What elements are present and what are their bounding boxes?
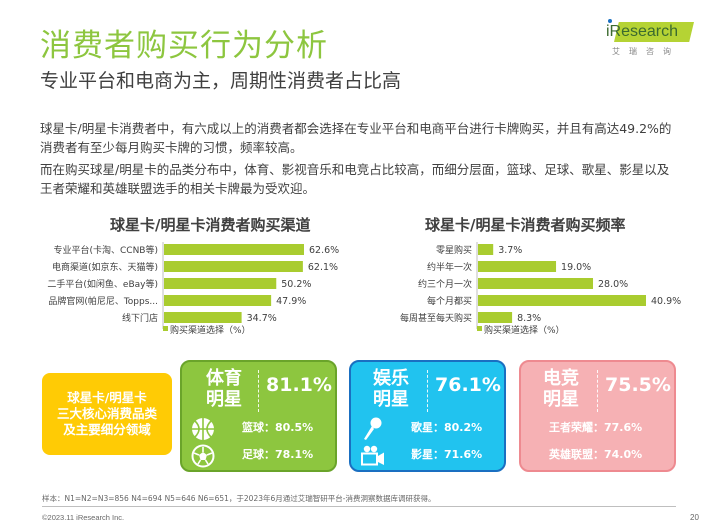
category-label: 线下门店 (122, 312, 158, 324)
value-label: 62.1% (308, 262, 338, 273)
category-label: 电商渠道(如京东、天猫等) (52, 261, 158, 273)
page-title: 消费者购买行为分析 (40, 28, 328, 64)
logo-subtitle: 艾瑞咨询 (612, 47, 680, 56)
paragraph-2: 而在购买球星/明星卡的品类分布中，体育、影视音乐和电竞占比较高，而细分层面，篮球… (40, 162, 670, 196)
sports-star-name: 体育 明星 (204, 368, 244, 410)
sub-item: 足球：78.1% (182, 444, 335, 468)
paragraph-1: 球星卡/明星卡消费者中，有六成以上的消费者都会选择在专业平台和电商平台进行卡牌购… (40, 121, 672, 155)
esports-star-percent: 75.5% (605, 374, 671, 396)
sub-item-text: 王者荣耀：77.6% (549, 421, 643, 434)
legend-swatch (477, 326, 482, 331)
soccer-ball-icon (191, 444, 215, 468)
bar (164, 295, 272, 306)
sub-item-text: 歌星：80.2% (411, 421, 483, 434)
name-line-1: 电竞 (543, 368, 579, 389)
value-label: 47.9% (276, 296, 306, 307)
bar (478, 278, 594, 289)
logo-brand: iResearch (606, 23, 679, 40)
entertainment-star-card: 娱乐 明星 76.1% 歌星：80.2% 影星：71.6% (349, 360, 506, 472)
logo-dot (608, 19, 612, 23)
bar (164, 278, 277, 289)
name-line-1: 娱乐 (373, 368, 409, 389)
value-label: 34.7% (247, 313, 277, 324)
page-number: 20 (690, 513, 699, 522)
iresearch-logo: iResearch 艾瑞咨询 (606, 19, 698, 62)
sub-item: 歌星：80.2% (351, 417, 504, 440)
sub-item-text: 足球：78.1% (242, 448, 314, 461)
category-label: 约半年一次 (427, 261, 472, 273)
bar (478, 244, 494, 255)
value-label: 19.0% (561, 262, 591, 273)
basketball-icon (192, 418, 214, 440)
chart-title-channel: 球星卡/明星卡消费者购买渠道 (110, 216, 311, 234)
category-label: 每个月都买 (427, 295, 472, 307)
legend-label: 购买渠道选择（%） (484, 324, 565, 336)
footer-divider (42, 506, 676, 507)
dashed-divider (258, 370, 259, 412)
bar (164, 312, 242, 323)
legend-label: 购买渠道选择（%） (170, 324, 251, 336)
value-label: 28.0% (598, 279, 628, 290)
value-label: 3.7% (498, 245, 522, 256)
category-label: 零星购买 (436, 244, 472, 256)
name-line-2: 明星 (206, 389, 242, 410)
name-line-2: 明星 (543, 389, 579, 410)
category-label: 专业平台(卡淘、CCNB等) (54, 244, 159, 256)
core-line-1: 球星卡/明星卡 (67, 390, 147, 405)
esports-star-name: 电竞 明星 (541, 368, 581, 410)
bar (478, 312, 513, 323)
chart-title-frequency: 球星卡/明星卡消费者购买频率 (425, 216, 626, 234)
copyright: ©2023.11 iResearch Inc. (42, 513, 125, 522)
sub-item-text: 篮球：80.5% (242, 421, 314, 434)
bar (478, 261, 557, 272)
sample-footnote: 样本：N1=N2=N3=856 N4=694 N5=646 N6=651，于20… (42, 494, 436, 503)
dashed-divider (427, 370, 428, 412)
core-line-3: 及主要细分领域 (63, 422, 151, 437)
logo-banner (614, 22, 694, 42)
bar (164, 244, 304, 255)
name-line-2: 明星 (373, 389, 409, 410)
value-label: 8.3% (517, 313, 541, 324)
category-label: 约三个月一次 (418, 278, 472, 290)
microphone-icon (364, 417, 382, 440)
esports-star-card: 电竞 明星 75.5% 王者荣耀：77.6% 英雄联盟：74.0% (519, 360, 676, 472)
category-label: 品牌官网(帕尼尼、Topps... (48, 295, 158, 307)
core-line-2: 三大核心消费品类 (56, 406, 157, 421)
legend-swatch (163, 326, 168, 331)
page-subtitle: 专业平台和电商为主，周期性消费者占比高 (40, 70, 402, 92)
category-label: 每周甚至每天购买 (400, 312, 472, 324)
sub-item: 篮球：80.5% (182, 418, 335, 440)
category-label: 二手平台(如闲鱼、eBay等) (47, 278, 158, 290)
bar (478, 295, 646, 306)
entertainment-star-percent: 76.1% (435, 374, 501, 396)
sub-item: 英雄联盟：74.0% (521, 445, 674, 467)
sports-star-card: 体育 明星 81.1% 篮球：80.5% 足球：78.1% (180, 360, 337, 472)
sports-star-percent: 81.1% (266, 374, 332, 396)
sub-item-text: 影星：71.6% (411, 448, 483, 461)
sub-item-text: 英雄联盟：74.0% (549, 448, 643, 461)
entertainment-star-name: 娱乐 明星 (371, 368, 411, 410)
core-categories-box: 球星卡/明星卡 三大核心消费品类 及主要细分领域 (42, 373, 172, 455)
sub-item: 王者荣耀：77.6% (521, 418, 674, 440)
name-line-1: 体育 (206, 368, 242, 389)
value-label: 40.9% (651, 296, 681, 307)
value-label: 50.2% (281, 279, 311, 290)
bar (164, 261, 303, 272)
dashed-divider (597, 370, 598, 412)
value-label: 62.6% (309, 245, 339, 256)
sub-item: 影星：71.6% (351, 445, 504, 467)
video-camera-icon (361, 445, 384, 466)
